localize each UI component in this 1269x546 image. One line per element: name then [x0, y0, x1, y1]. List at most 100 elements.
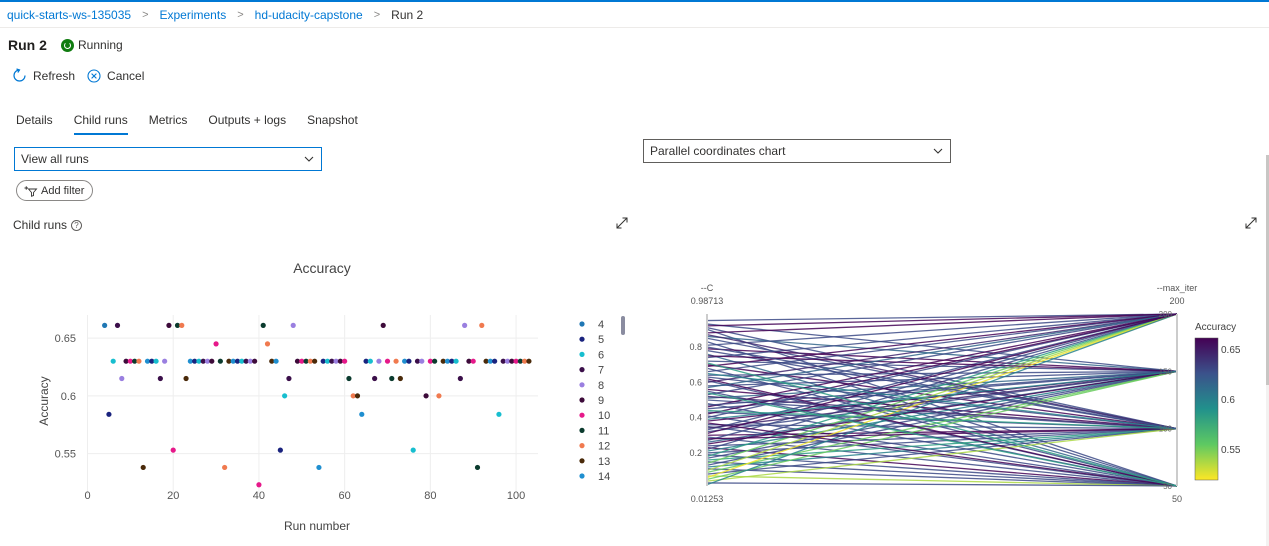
data-point — [307, 358, 313, 364]
data-point — [252, 358, 258, 364]
parcoords-line — [706, 370, 1178, 421]
data-point — [522, 358, 528, 364]
page-scrollbar[interactable] — [1266, 155, 1269, 546]
parcoords-line — [706, 475, 1178, 487]
breadcrumb-workspace[interactable]: quick-starts-ws-135035 — [7, 8, 132, 22]
parcoords-line — [706, 428, 1178, 440]
legend-scrollbar[interactable] — [621, 316, 625, 335]
x-tick-label: 100 — [507, 490, 525, 502]
data-point — [277, 447, 283, 453]
data-point — [414, 358, 421, 364]
legend-marker — [579, 427, 585, 433]
legend-item: 12 — [598, 441, 610, 453]
parcoords-line — [706, 428, 1178, 468]
cancel-icon — [87, 68, 101, 83]
data-point — [342, 358, 348, 364]
data-point — [517, 358, 523, 364]
page-title: Run 2 — [8, 37, 47, 53]
refresh-button[interactable]: Refresh — [12, 68, 75, 83]
legend-marker — [579, 458, 585, 464]
data-point — [256, 482, 262, 488]
legend-marker — [579, 443, 585, 449]
parcoords-line — [706, 313, 1178, 373]
data-point — [303, 358, 309, 364]
legend-item: 14 — [598, 471, 610, 483]
help-icon[interactable]: ? — [71, 219, 83, 231]
parcoords-line — [706, 468, 1178, 487]
data-point — [162, 358, 168, 364]
parcoords-line — [706, 370, 1178, 473]
legend-item: 8 — [598, 380, 604, 392]
axis-tick-label: 150 — [1159, 367, 1173, 376]
parcoords-line — [706, 482, 1178, 487]
data-point — [470, 358, 476, 364]
command-bar: Refresh Cancel — [12, 68, 144, 83]
data-point — [509, 358, 515, 364]
tab-child-runs[interactable]: Child runs — [73, 113, 128, 135]
add-filter-button[interactable]: Add filter — [16, 180, 93, 201]
data-point — [204, 358, 211, 364]
data-point — [346, 375, 352, 382]
tab-details[interactable]: Details — [16, 113, 53, 127]
colorbar-title: Accuracy — [1195, 322, 1236, 333]
legend-marker — [579, 336, 585, 342]
breadcrumb-experiments[interactable]: Experiments — [159, 8, 227, 22]
parcoords-line — [706, 461, 1178, 487]
data-point — [363, 358, 369, 364]
legend-marker — [579, 473, 585, 479]
data-point — [290, 322, 296, 328]
parcoords-line — [706, 392, 1178, 487]
data-point — [496, 411, 502, 417]
parcoords-line — [706, 372, 1178, 430]
parcoords-line — [706, 313, 1178, 408]
parcoords-line — [706, 313, 1178, 442]
data-point — [492, 358, 498, 364]
axis-title: --C — [701, 283, 714, 293]
expand-chart-icon[interactable] — [1244, 216, 1258, 230]
data-point — [457, 375, 463, 382]
tab-outputs-logs[interactable]: Outputs + logs — [208, 113, 287, 127]
data-point — [436, 393, 442, 399]
parcoords-line — [706, 362, 1178, 487]
data-point — [312, 358, 318, 364]
data-point — [337, 358, 343, 364]
legend-item: 4 — [598, 319, 604, 331]
expand-chart-icon[interactable] — [615, 216, 629, 230]
data-point — [106, 411, 112, 417]
tab-snapshot[interactable]: Snapshot — [307, 113, 358, 127]
data-point — [462, 322, 468, 328]
tab-metrics[interactable]: Metrics — [148, 113, 188, 127]
tab-list: Details Child runs Metrics Outputs + log… — [16, 113, 358, 135]
parcoords-line — [706, 313, 1178, 472]
refresh-icon — [13, 68, 26, 82]
data-point — [123, 358, 129, 364]
refresh-label: Refresh — [33, 68, 76, 83]
colorbar-tick-label: 0.55 — [1221, 445, 1241, 456]
data-point — [406, 358, 412, 364]
parcoords-line — [706, 313, 1178, 389]
colorbar-tick-label: 0.65 — [1221, 345, 1241, 356]
data-point — [144, 358, 151, 364]
cancel-button[interactable]: Cancel — [87, 68, 144, 83]
chart-type-select[interactable]: Parallel coordinates chart — [643, 139, 951, 163]
x-tick-label: 0 — [84, 490, 90, 502]
data-point — [157, 375, 163, 382]
chart-title: Accuracy — [293, 260, 351, 276]
data-point — [397, 375, 403, 382]
legend-item: 10 — [598, 410, 610, 422]
axis-tick-label: 50 — [1163, 482, 1172, 491]
page-scrollbar-thumb[interactable] — [1266, 155, 1269, 385]
data-point — [504, 358, 511, 364]
axis-tick-label: 0.8 — [689, 342, 702, 352]
data-point — [474, 464, 481, 471]
legend-item: 7 — [598, 365, 604, 377]
data-point — [453, 358, 459, 364]
data-point — [217, 358, 223, 364]
breadcrumb-experiment[interactable]: hd-udacity-capstone — [254, 8, 363, 22]
data-point — [174, 322, 181, 328]
parcoords-line — [706, 313, 1178, 346]
view-runs-select[interactable]: View all runs — [14, 147, 322, 171]
y-tick-label: 0.55 — [55, 449, 76, 461]
parcoords-line — [706, 346, 1178, 430]
breadcrumb-current: Run 2 — [391, 8, 424, 22]
